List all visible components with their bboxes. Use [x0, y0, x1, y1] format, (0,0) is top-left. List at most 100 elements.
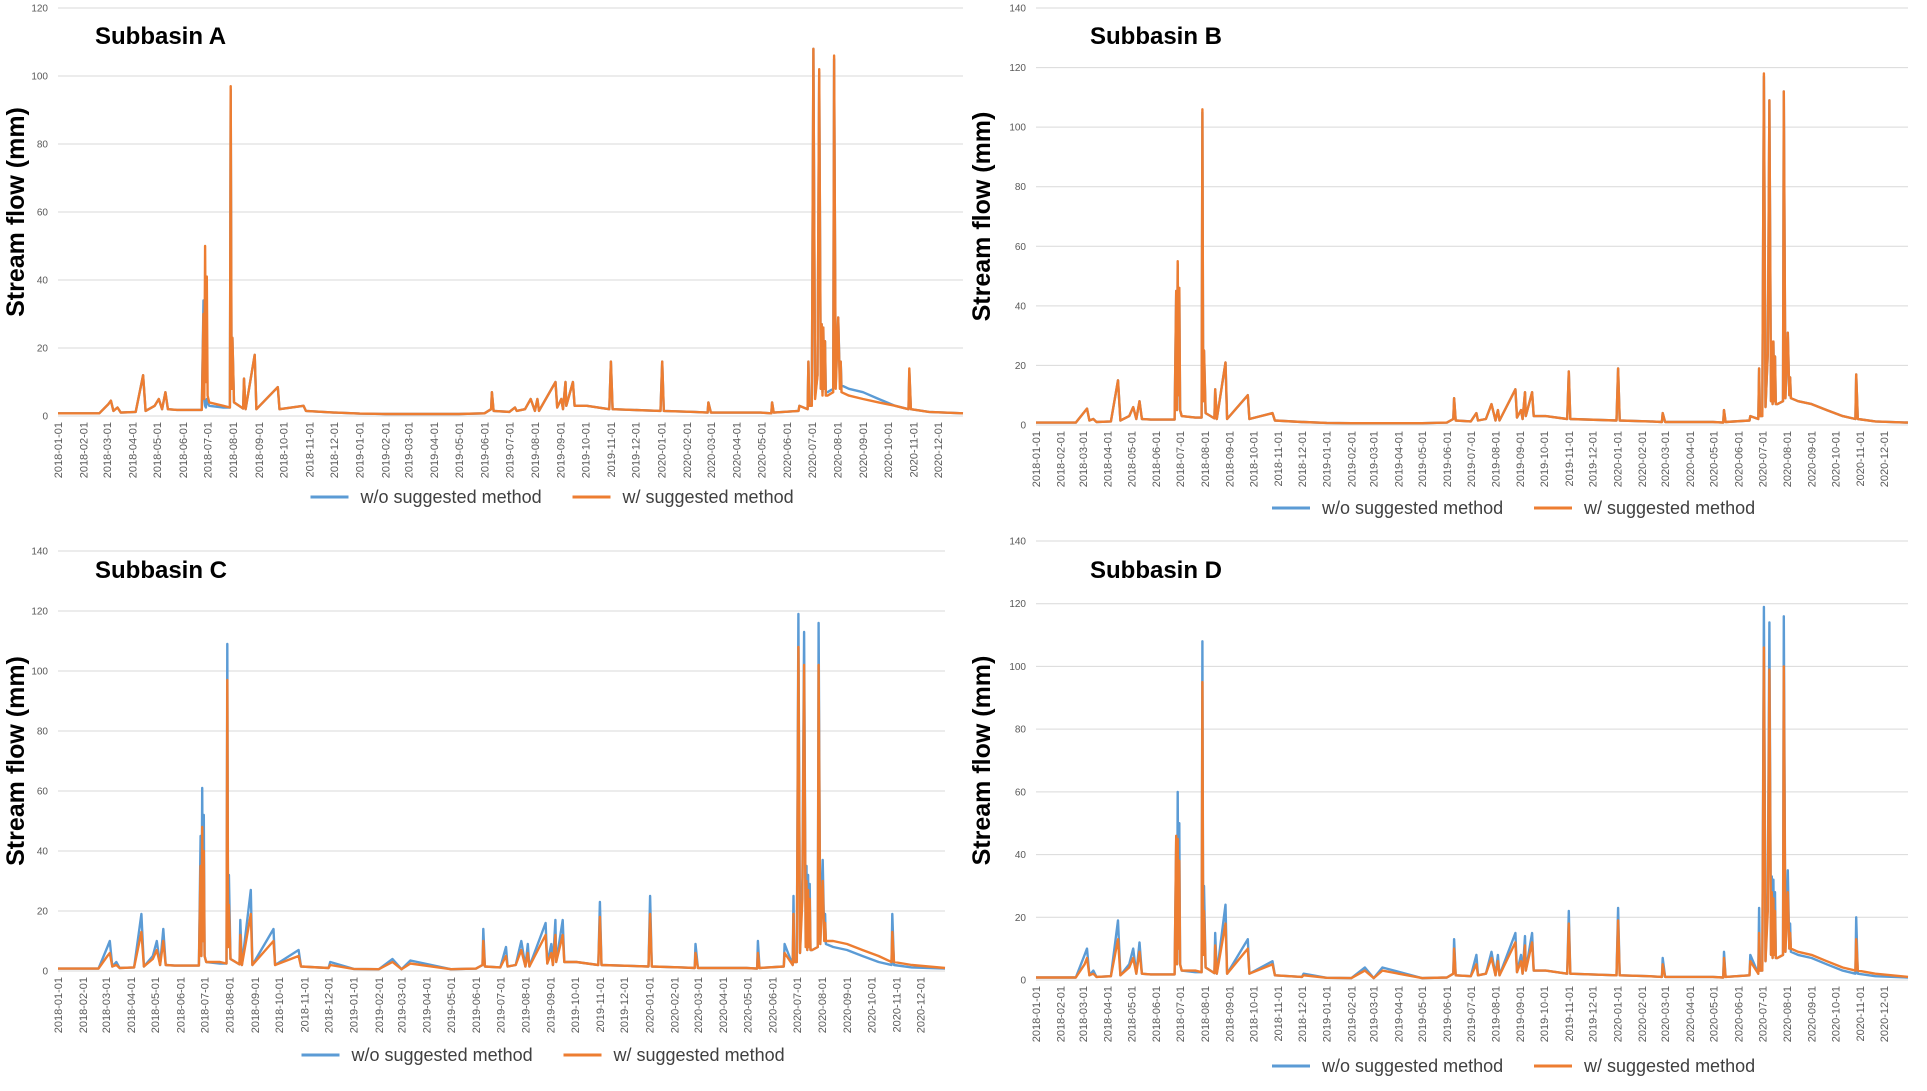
series-line-with-method [58, 47, 964, 416]
x-tick-label: 2019-03-01 [1369, 431, 1381, 487]
x-tick-label: 2018-07-01 [203, 422, 215, 478]
y-axis-label: Stream flow (mm) [2, 656, 30, 866]
x-tick-label: 2019-10-01 [570, 977, 582, 1033]
y-tick-label: 0 [1020, 976, 1026, 987]
x-tick-label: 2020-06-01 [1733, 431, 1745, 487]
series-line-with-method [1036, 646, 1909, 980]
x-tick-label: 2018-11-01 [304, 422, 316, 477]
chart-svg: 0 20 40 60 80 100 120 140 2018-01-01 2018-02-01 20… [2, 547, 946, 1065]
chart-subbasin-a: 0 20 40 60 80 100 120 2018-01-01 2018-02-01 2018-… [0, 0, 964, 507]
x-tick-label: 2019-04-01 [1393, 986, 1405, 1042]
y-tick-label: 80 [1015, 725, 1027, 736]
y-tick-label: 40 [1015, 850, 1027, 861]
x-tick-label: 2018-01-01 [53, 422, 65, 478]
x-tick-label: 2018-06-01 [178, 422, 190, 478]
x-tick-label: 2019-01-01 [355, 422, 367, 478]
y-tick-label: 100 [1009, 123, 1026, 134]
x-tick-label: 2018-12-01 [324, 977, 336, 1033]
y-tick-label: 20 [1015, 361, 1027, 372]
series-line-with-method [58, 645, 946, 971]
chart-subbasin-c: 0 20 40 60 80 100 120 140 2018-01-01 2018-02-01 20… [0, 545, 963, 1091]
x-tick-label: 2019-03-01 [403, 422, 415, 478]
x-tick-label: 2018-08-01 [225, 977, 237, 1033]
x-tick-label: 2020-10-01 [883, 422, 895, 478]
x-tick-label: 2020-05-01 [1709, 986, 1721, 1042]
x-tick-label: 2019-12-01 [1588, 431, 1600, 487]
y-tick-label: 120 [31, 607, 48, 618]
x-tick-label: 2020-06-01 [782, 422, 794, 478]
x-tick-label: 2018-09-01 [250, 977, 262, 1033]
chart-svg: 0 20 40 60 80 100 120 140 2018-01-01 2018-02-01 20… [968, 4, 1909, 518]
x-tick-label: 2018-11-01 [1273, 986, 1285, 1041]
x-tick-label: 2019-04-01 [422, 977, 434, 1033]
x-tick-label: 2020-05-01 [1709, 431, 1721, 487]
x-tick-label: 2020-08-01 [1782, 431, 1794, 487]
chart-title: Subbasin D [1090, 557, 1222, 584]
x-tick-label: 2019-07-01 [504, 422, 516, 478]
series-line-without-method [58, 612, 946, 971]
x-tick-label: 2019-01-01 [1322, 431, 1334, 487]
x-tick-label: 2020-12-01 [1879, 986, 1891, 1042]
y-tick-label: 80 [37, 727, 49, 738]
x-tick-label: 2019-07-01 [495, 977, 507, 1033]
x-tick-label: 2018-01-01 [1031, 986, 1043, 1042]
y-tick-label: 100 [31, 72, 48, 83]
x-tick-label: 2020-04-01 [1685, 431, 1697, 487]
x-tick-label: 2018-04-01 [126, 977, 138, 1033]
x-tick-label: 2019-11-01 [595, 977, 607, 1032]
y-tick-label: 20 [37, 344, 49, 355]
x-tick-label: 2020-03-01 [706, 422, 718, 478]
x-tick-label: 2018-03-01 [102, 422, 114, 478]
x-tick-label: 2020-09-01 [1807, 986, 1819, 1042]
y-tick-label: 20 [37, 907, 49, 918]
x-tick-label: 2019-11-01 [1564, 986, 1576, 1041]
x-tick-label: 2018-02-01 [1056, 431, 1068, 487]
x-tick-label: 2020-04-01 [732, 422, 744, 478]
x-tick-label: 2018-02-01 [79, 422, 91, 478]
x-tick-label: 2018-01-01 [53, 977, 65, 1033]
legend-item-without-method-label: w/o suggested method [1321, 1056, 1503, 1076]
x-tick-label: 2018-08-01 [1200, 431, 1212, 487]
x-tick-label: 2018-08-01 [1200, 986, 1212, 1042]
x-tick-label: 2019-11-01 [1564, 431, 1576, 486]
x-tick-label: 2019-05-01 [446, 977, 458, 1033]
y-tick-label: 140 [31, 547, 48, 558]
x-tick-label: 2020-01-01 [1612, 986, 1624, 1042]
y-tick-label: 100 [1009, 662, 1026, 673]
x-tick-label: 2020-11-01 [908, 422, 920, 477]
x-tick-label: 2020-05-01 [756, 422, 768, 478]
x-tick-label: 2019-06-01 [479, 422, 491, 478]
x-tick-label: 2019-06-01 [1442, 431, 1454, 487]
y-axis-label: Stream flow (mm) [2, 107, 30, 317]
x-tick-label: 2020-09-01 [1807, 431, 1819, 487]
y-tick-label: 0 [1020, 421, 1026, 432]
x-tick-label: 2019-07-01 [1466, 431, 1478, 487]
chart-title: Subbasin A [95, 23, 226, 50]
x-tick-label: 2020-09-01 [858, 422, 870, 478]
x-tick-label: 2020-12-01 [916, 977, 928, 1033]
x-tick-label: 2018-12-01 [1297, 986, 1309, 1042]
x-tick-label: 2018-09-01 [254, 422, 266, 478]
x-tick-label: 2020-12-01 [933, 422, 945, 478]
x-tick-label: 2018-11-01 [299, 977, 311, 1032]
x-tick-label: 2018-10-01 [1248, 431, 1260, 487]
x-tick-label: 2020-06-01 [1733, 986, 1745, 1042]
x-tick-label: 2019-12-01 [619, 977, 631, 1033]
x-tick-label: 2019-09-01 [1515, 986, 1527, 1042]
chart-subbasin-b: 0 20 40 60 80 100 120 140 2018-01-01 2018-02-01 20… [964, 0, 1927, 518]
x-tick-label: 2020-02-01 [1637, 986, 1649, 1042]
x-tick-label: 2018-11-01 [1273, 431, 1285, 486]
x-tick-label: 2019-09-01 [546, 977, 558, 1033]
x-tick-label: 2018-10-01 [279, 422, 291, 478]
x-tick-label: 2018-12-01 [329, 422, 341, 478]
y-tick-label: 60 [1015, 787, 1027, 798]
x-tick-label: 2018-05-01 [152, 422, 164, 478]
x-tick-label: 2019-02-01 [1346, 431, 1358, 487]
x-tick-label: 2018-01-01 [1031, 431, 1043, 487]
x-tick-label: 2019-05-01 [1417, 986, 1429, 1042]
x-tick-label: 2019-10-01 [580, 422, 592, 478]
x-tick-label: 2018-03-01 [1078, 431, 1090, 487]
x-tick-label: 2018-07-01 [1175, 431, 1187, 487]
x-tick-label: 2020-01-01 [1612, 431, 1624, 487]
x-tick-label: 2018-05-01 [1127, 986, 1139, 1042]
